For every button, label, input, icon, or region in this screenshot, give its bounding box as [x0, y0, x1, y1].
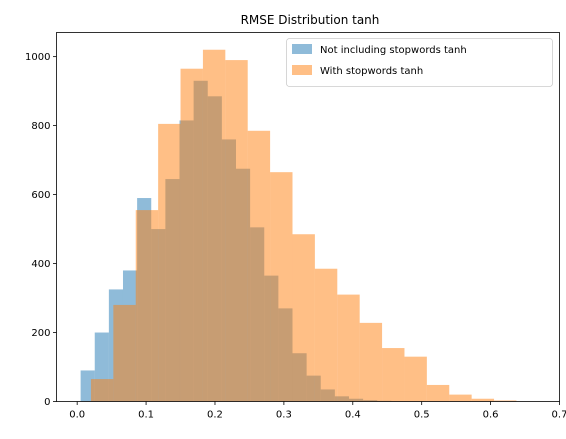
histogram-bar-series-1-bin-11 [337, 295, 359, 402]
x-tick-label: 0.7 [552, 410, 566, 421]
x-tick-label: 0.4 [345, 410, 361, 421]
histogram-bar-series-1-bin-13 [382, 348, 404, 401]
histogram-bar-series-1-bin-6 [225, 60, 247, 401]
histogram-bar-series-1-bin-10 [315, 269, 337, 402]
histogram-bar-series-1-bin-5 [203, 50, 225, 402]
histogram-bar-series-1-bin-9 [292, 234, 314, 401]
x-tick-label: 0.5 [414, 410, 430, 421]
y-axis: 0 200 400 600 800 1000 [25, 52, 56, 408]
histogram-bar-series-1-bin-8 [270, 172, 292, 401]
histogram-bar-series-1-bin-14 [404, 357, 426, 402]
histogram-bar-series-1-bin-1 [113, 305, 135, 402]
y-tick-label: 400 [31, 259, 50, 270]
histogram-bar-series-1-bin-12 [360, 323, 382, 402]
y-tick-label: 600 [31, 190, 50, 201]
histogram-bar-series-1-bin-7 [248, 131, 270, 402]
y-tick-label: 800 [31, 121, 50, 132]
y-tick-label: 200 [31, 328, 50, 339]
histogram-bar-series-1-bin-0 [91, 379, 113, 401]
histogram-bars [81, 50, 517, 402]
legend-label-with-stopwords: With stopwords tanh [320, 66, 423, 77]
legend-label-not-including-stopwords: Not including stopwords tanh [320, 45, 467, 56]
x-tick-label: 0.1 [138, 410, 154, 421]
histogram-bar-series-1-bin-17 [472, 399, 494, 402]
x-tick-label: 0.6 [483, 410, 499, 421]
legend-swatch-with-stopwords [292, 65, 312, 75]
y-tick-label: 1000 [25, 52, 50, 63]
x-tick-label: 0.2 [207, 410, 223, 421]
x-axis: 0.0 0.1 0.2 0.3 0.4 0.5 0.6 0.7 [69, 402, 566, 421]
legend-swatch-not-including-stopwords [292, 44, 312, 54]
x-tick-label: 0.0 [69, 410, 85, 421]
histogram-bar-series-1-bin-4 [181, 69, 203, 402]
legend: Not including stopwords tanh With stopwo… [287, 39, 553, 87]
chart-title: RMSE Distribution tanh [241, 13, 380, 27]
y-tick-label: 0 [44, 397, 50, 408]
histogram-bar-series-1-bin-3 [158, 124, 180, 402]
histogram-bar-series-1-bin-15 [427, 385, 449, 402]
x-tick-label: 0.3 [276, 410, 292, 421]
histogram-bar-series-1-bin-16 [449, 395, 471, 402]
histogram-bar-series-1-bin-2 [136, 210, 158, 401]
